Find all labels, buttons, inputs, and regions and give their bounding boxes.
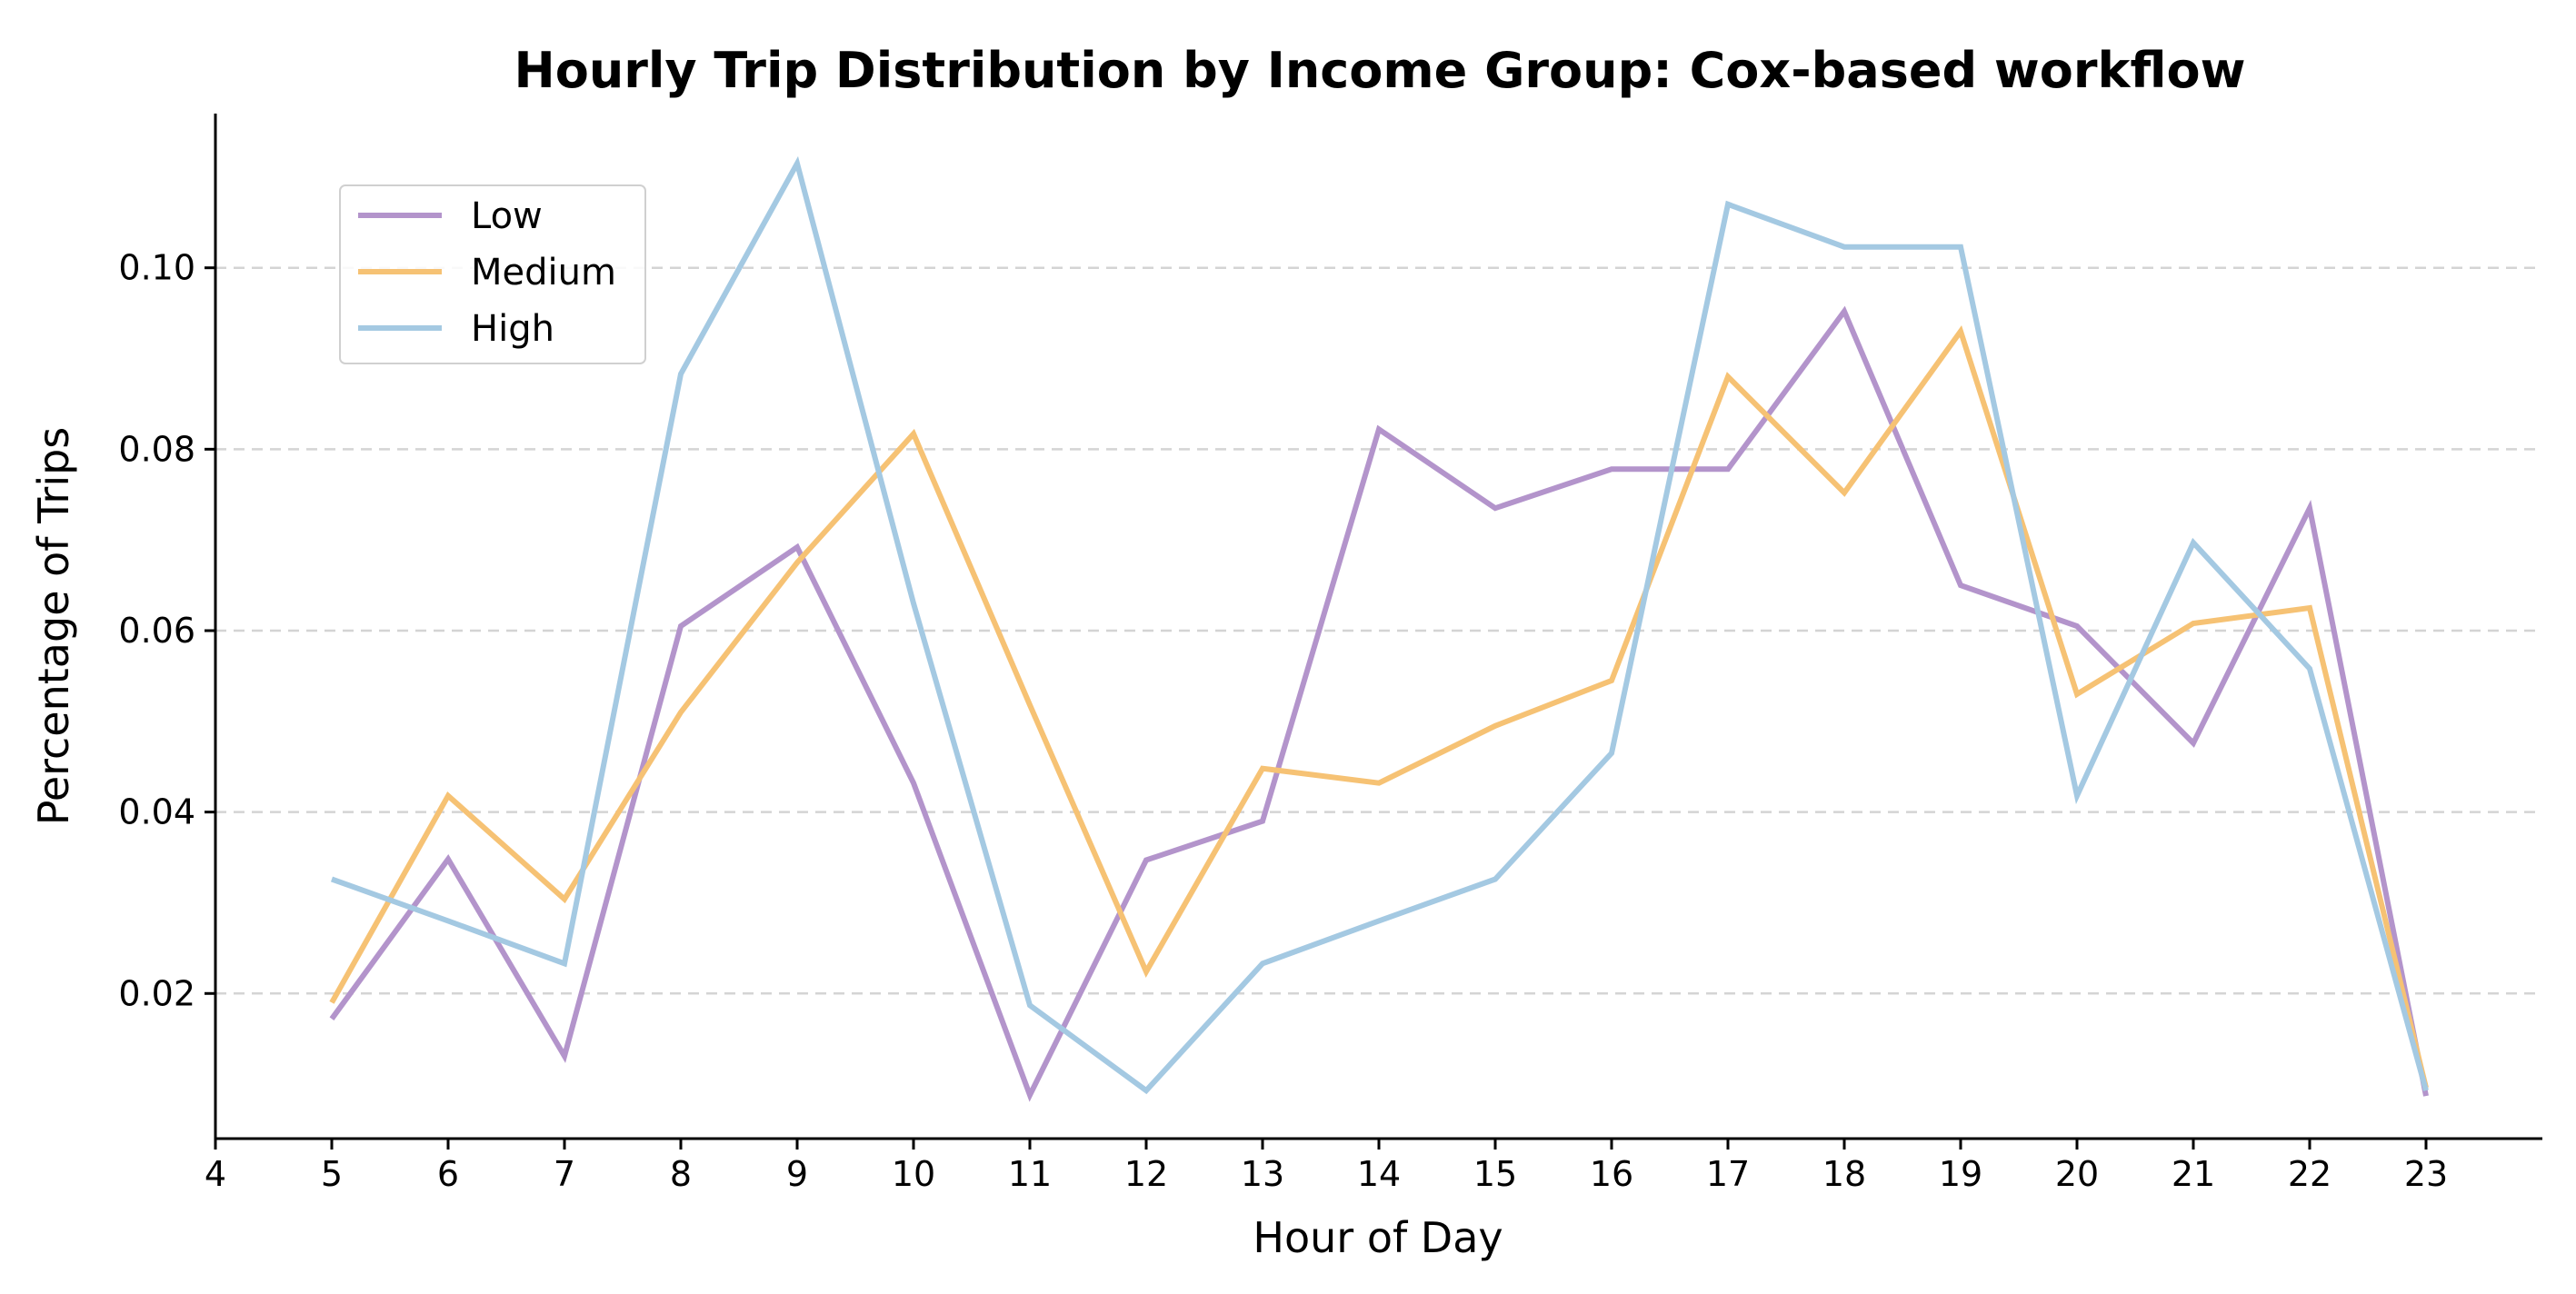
x-tick-label: 6 [437,1154,459,1194]
x-tick-label: 22 [2288,1154,2331,1194]
chart-title: Hourly Trip Distribution by Income Group… [514,42,2246,99]
x-tick-label: 21 [2172,1154,2215,1194]
x-tick-label: 15 [1473,1154,1517,1194]
series-line-high [330,155,2429,1095]
y-axis-label: Percentage of Trips [29,427,78,826]
x-tick-label: 16 [1590,1154,1633,1194]
y-tick-label: 0.10 [118,248,195,288]
x-tick-label: 23 [2404,1154,2448,1194]
x-tick-label: 10 [892,1154,935,1194]
x-tick-label: 8 [670,1154,692,1194]
x-tick-label: 17 [1706,1154,1750,1194]
x-tick-label: 19 [1939,1154,1982,1194]
y-tick-label: 0.02 [118,973,195,1013]
x-tick-label: 9 [786,1154,808,1194]
legend-label-low: Low [471,195,543,237]
x-tick-label: 5 [321,1154,343,1194]
x-tick-label: 4 [205,1154,226,1194]
y-tick-label: 0.08 [118,429,195,469]
x-tick-label: 11 [1008,1154,1052,1194]
y-axis-ticks: 0.02 0.04 0.06 0.08 0.10 [118,248,215,1013]
legend-label-medium: Medium [471,252,616,294]
y-tick-label: 0.06 [118,611,195,651]
y-tick-label: 0.04 [118,792,195,832]
x-tick-label: 14 [1357,1154,1401,1194]
x-tick-label: 7 [554,1154,575,1194]
x-tick-label: 18 [1822,1154,1866,1194]
x-tick-label: 20 [2055,1154,2099,1194]
series-lines [329,155,2429,1102]
x-axis-label: Hour of Day [1253,1213,1503,1262]
series-line-medium [329,325,2429,1089]
x-tick-label: 13 [1241,1154,1284,1194]
legend: Low Medium High [339,184,646,364]
legend-frame [339,184,646,364]
x-tick-label: 12 [1124,1154,1168,1194]
series-line-low [329,305,2429,1102]
gridlines [215,266,2542,995]
x-axis-ticks: 4 5 6 7 8 9 10 11 12 13 14 15 16 17 18 19 20 21 22 23 [205,1139,2448,1194]
legend-label-high: High [471,308,554,350]
